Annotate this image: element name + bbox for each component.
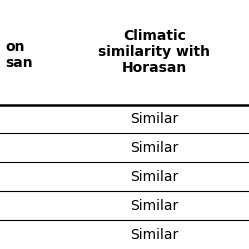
Text: Climatic
similarity with
Horasan: Climatic similarity with Horasan [98, 29, 210, 75]
Text: on
san: on san [5, 40, 33, 70]
Text: Similar: Similar [130, 228, 179, 242]
Text: Similar: Similar [130, 170, 179, 184]
Text: Similar: Similar [130, 199, 179, 213]
Text: Similar: Similar [130, 141, 179, 155]
Text: Similar: Similar [130, 112, 179, 126]
